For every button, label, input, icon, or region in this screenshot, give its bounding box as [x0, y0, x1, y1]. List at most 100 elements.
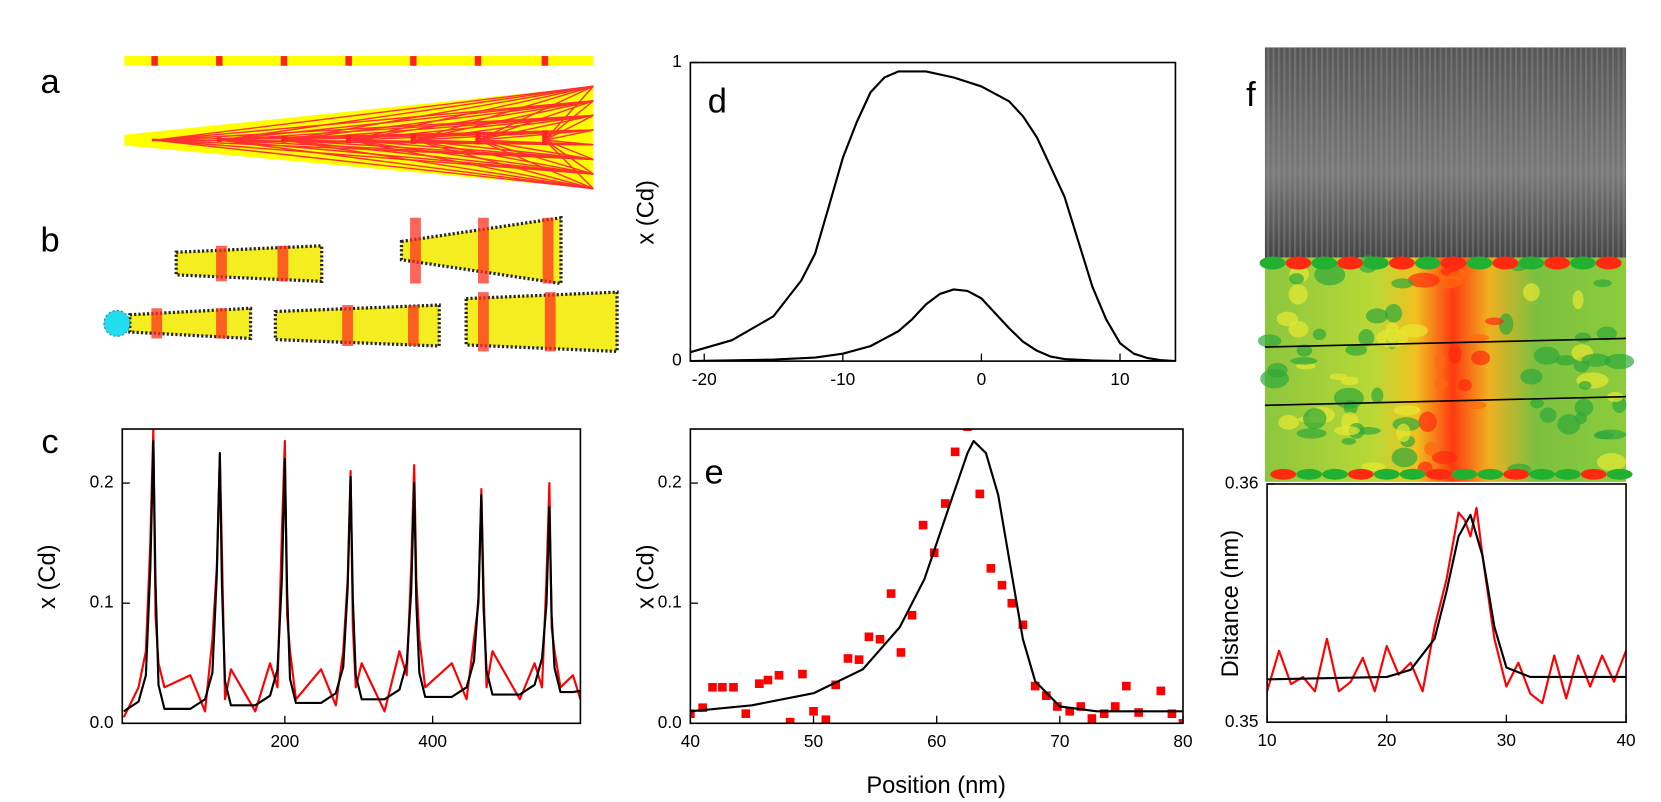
map-blob: [1557, 414, 1581, 435]
map-blob: [1533, 346, 1560, 365]
map-blob: [1575, 332, 1592, 343]
map-blob: [1431, 450, 1458, 465]
layer-line: [544, 139, 594, 146]
schematic-b: [103, 215, 619, 354]
map-blob: [1593, 279, 1612, 288]
map-edge: [1606, 468, 1633, 480]
marker: [1065, 706, 1074, 716]
atom-map: [128, 306, 253, 341]
map-edge: [1492, 256, 1519, 270]
map-edge: [1554, 468, 1581, 480]
map-edge: [1373, 468, 1400, 480]
map-edge: [1477, 468, 1504, 480]
map-blob: [1345, 344, 1368, 356]
y-tick-label: 1: [672, 51, 682, 71]
map-blob: [1596, 453, 1627, 471]
x-tick-label: -20: [692, 369, 717, 389]
map-blob: [1288, 320, 1309, 338]
plot-frame: [121, 428, 582, 725]
red-segment: [474, 56, 482, 66]
x-tick-label: 200: [270, 731, 299, 751]
marker: [997, 580, 1007, 590]
layer-line: [413, 100, 594, 141]
layer-line: [477, 139, 594, 175]
y-axis-label: Distance (nm): [1218, 530, 1244, 678]
layer-line: [283, 114, 594, 141]
series-line: [690, 288, 1176, 362]
profile-line: [1264, 395, 1627, 407]
marker: [1076, 702, 1086, 711]
map-blob: [1358, 328, 1375, 347]
x-tick-label: 30: [1497, 730, 1516, 750]
y-tick-label: 0.35: [1225, 711, 1259, 731]
y-tick-label: 0.2: [658, 472, 682, 492]
layer-line: [544, 114, 594, 141]
layer-line: [283, 139, 594, 190]
map-blob: [1555, 355, 1576, 366]
series-line: [123, 439, 581, 713]
series-line: [1267, 513, 1627, 681]
series-line: [690, 439, 1183, 713]
tem-lattice: [1264, 47, 1627, 258]
red-segment: [151, 56, 158, 66]
marker: [886, 589, 896, 598]
map-blob: [1278, 414, 1299, 430]
atom-map: [174, 244, 324, 284]
red-segment: [541, 56, 549, 66]
map-edge: [1259, 256, 1286, 270]
marker: [708, 682, 717, 692]
panel-label: f: [1246, 76, 1256, 114]
map-blob: [1361, 462, 1386, 471]
atom-map: [273, 303, 441, 348]
layer-line: [544, 139, 594, 190]
map-blob: [1448, 344, 1462, 365]
marker: [809, 706, 818, 716]
x-tick-label: 0: [977, 369, 987, 389]
map-blob: [1303, 408, 1327, 430]
map-edge: [1425, 468, 1452, 480]
red-segment: [280, 56, 288, 66]
map-blob: [1578, 380, 1592, 390]
map-blob: [1595, 429, 1627, 440]
y-tick-label: 0.2: [90, 472, 114, 492]
map-blob: [1290, 357, 1318, 365]
map-blob: [1530, 398, 1544, 409]
x-tick-label: 80: [1173, 731, 1192, 751]
marker: [774, 670, 784, 680]
map-blob: [1572, 290, 1584, 310]
panel-label: e: [704, 453, 723, 491]
plot-frame: [689, 61, 1177, 362]
layer-line: [544, 129, 594, 141]
map-blob: [1464, 333, 1490, 342]
layer-line: [544, 139, 594, 161]
marker: [854, 655, 864, 664]
map-blob: [1267, 362, 1288, 378]
map-blob: [1376, 328, 1409, 348]
map-blob: [1523, 283, 1540, 302]
layer-line: [348, 139, 594, 161]
marker: [1087, 714, 1097, 723]
marker: [821, 715, 831, 724]
cyan-tip: [103, 309, 131, 337]
map-blob: [1334, 425, 1360, 436]
marker: [698, 703, 707, 713]
layer-line: [348, 139, 594, 190]
layer-line: [348, 139, 594, 175]
layer-line: [477, 139, 594, 161]
series-line: [690, 70, 1176, 362]
map-blob: [1371, 387, 1384, 404]
map-blob: [1296, 428, 1327, 439]
map-blob: [1296, 344, 1313, 357]
panel-label: c: [41, 423, 58, 461]
layer-line: [283, 85, 594, 141]
red-segment: [410, 56, 417, 66]
red-band: [342, 305, 353, 347]
x-tick-label: 40: [1616, 730, 1635, 750]
marker: [798, 669, 807, 679]
marker: [963, 429, 972, 431]
map-blob: [1399, 324, 1429, 338]
map-blob: [1385, 304, 1403, 323]
layer-line: [544, 139, 594, 175]
map-blob: [1314, 264, 1346, 286]
marker: [763, 675, 773, 685]
